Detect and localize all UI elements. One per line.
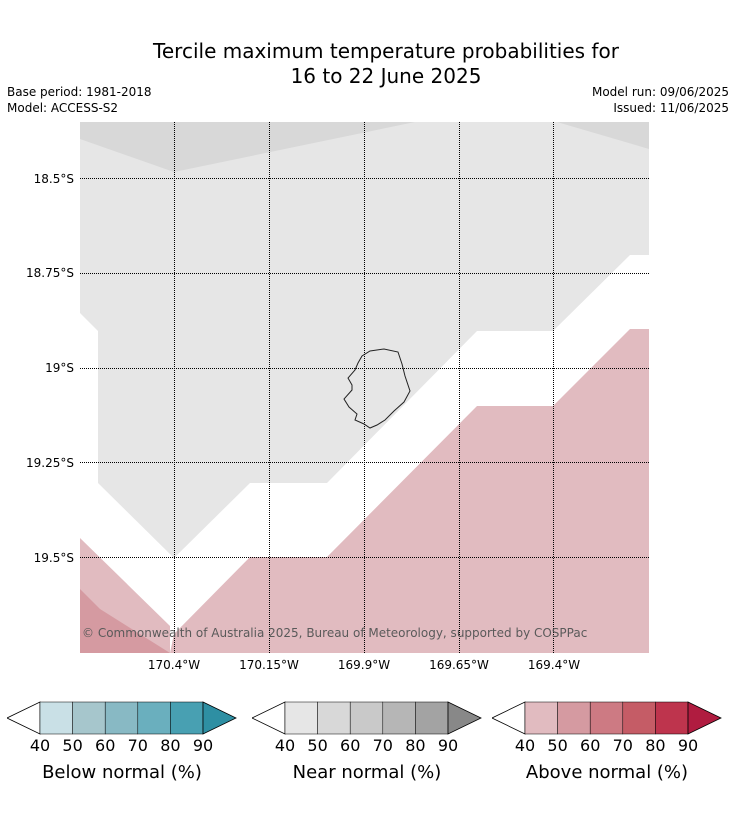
colorbar-tick-label: 50: [547, 736, 568, 755]
colorbar-tick-label: 90: [192, 736, 214, 755]
map-panel: [80, 122, 649, 653]
base-period: Base period: 1981-2018: [7, 85, 152, 99]
lon-label: 170.4°W: [147, 658, 201, 672]
colorbar-below-normal: Below normal (%) 40 50 60 70 80 90: [7, 700, 237, 790]
colorbar-tick-label: 80: [645, 736, 666, 755]
title-line-1: Tercile maximum temperature probabilitie…: [153, 39, 619, 63]
colorbar-extend-high: [447, 701, 482, 735]
colorbar-above-normal: Above normal (%) 40 50 60 70 80 90: [492, 700, 722, 790]
lat-label: 19°S: [45, 361, 74, 375]
lon-label: 169.4°W: [527, 658, 581, 672]
colorbar-below-normal-label: Below normal (%): [42, 762, 202, 783]
colorbar-tick-label: 50: [62, 736, 83, 755]
colorbar-tick-label: 80: [160, 736, 181, 755]
model-name: Model: ACCESS-S2: [7, 101, 119, 115]
colorbar-swatch: [284, 701, 318, 735]
colorbar-tick-label: 70: [612, 736, 633, 755]
colorbar-tick-label: 40: [514, 736, 536, 755]
meta-left: Base period: 1981-2018 Model: ACCESS-S2: [7, 84, 152, 116]
colorbar-extend-low: [492, 701, 526, 735]
lat-label: 19.25°S: [26, 456, 74, 470]
lat-label: 19.5°S: [33, 551, 74, 565]
colorbar-near-normal-label: Near normal (%): [292, 762, 442, 783]
colorbar-swatch: [622, 701, 656, 735]
model-run: Model run: 09/06/2025: [591, 85, 729, 99]
colorbar-extend-low: [252, 701, 286, 735]
colorbar-above-normal-label: Above normal (%): [525, 762, 689, 783]
colorbar-swatch: [349, 701, 384, 735]
above-normal-40-50-region: [170, 329, 649, 653]
colorbar-swatch: [589, 701, 624, 735]
colorbar-tick-label: 80: [405, 736, 426, 755]
lon-gridlines: [174, 122, 554, 653]
colorbar-swatch: [557, 701, 591, 735]
colorbar-tick-label: 90: [677, 736, 699, 755]
lon-label: 170.15°W: [239, 658, 299, 672]
lat-label: 18.75°S: [26, 266, 74, 280]
above-normal-50-60-region: [80, 589, 170, 653]
colorbar-below-normal-swatches: [7, 701, 237, 735]
colorbar-tick-label: 60: [340, 736, 361, 755]
lon-label: 169.9°W: [337, 658, 391, 672]
colorbar-swatch: [104, 701, 139, 735]
colorbar-tick-label: 90: [437, 736, 459, 755]
lat-label: 18.5°S: [33, 172, 74, 186]
issued-date: Issued: 11/06/2025: [613, 101, 729, 115]
copyright-notice: © Commonwealth of Australia 2025, Bureau…: [82, 626, 588, 640]
colorbar-swatch: [72, 701, 106, 735]
colorbar-above-normal-swatches: [492, 701, 722, 735]
meta-right: Model run: 09/06/2025 Issued: 11/06/2025: [592, 84, 729, 116]
colorbar-tick-label: 50: [307, 736, 328, 755]
colorbar-swatch: [415, 701, 449, 735]
near-normal-50-60-region-east: [557, 122, 649, 149]
colorbar-tick-label: 70: [372, 736, 393, 755]
colorbar-near-normal-swatches: [252, 701, 482, 735]
colorbar-near-normal: Near normal (%) 40 50 60 70 80 90: [252, 700, 482, 790]
colorbar-swatch: [137, 701, 171, 735]
colorbar-swatch: [655, 701, 689, 735]
colorbar-swatch: [39, 701, 73, 735]
colorbar-swatch: [382, 701, 416, 735]
lon-label: 169.65°W: [429, 658, 489, 672]
colorbar-tick-label: 70: [127, 736, 148, 755]
colorbar-extend-high: [687, 701, 722, 735]
colorbar-extend-low: [7, 701, 41, 735]
colorbar-tick-label: 40: [29, 736, 51, 755]
title-line-2: 16 to 22 June 2025: [290, 64, 482, 88]
colorbar-tick-label: 40: [274, 736, 296, 755]
colorbar-tick-label: 60: [580, 736, 601, 755]
map-title: Tercile maximum temperature probabilitie…: [0, 39, 736, 89]
near-normal-50-60-region: [80, 122, 415, 172]
colorbar-swatch: [524, 701, 558, 735]
colorbar-extend-high: [202, 701, 237, 735]
colorbar-swatch: [317, 701, 351, 735]
colorbar-tick-label: 60: [95, 736, 116, 755]
colorbar-swatch: [170, 701, 204, 735]
